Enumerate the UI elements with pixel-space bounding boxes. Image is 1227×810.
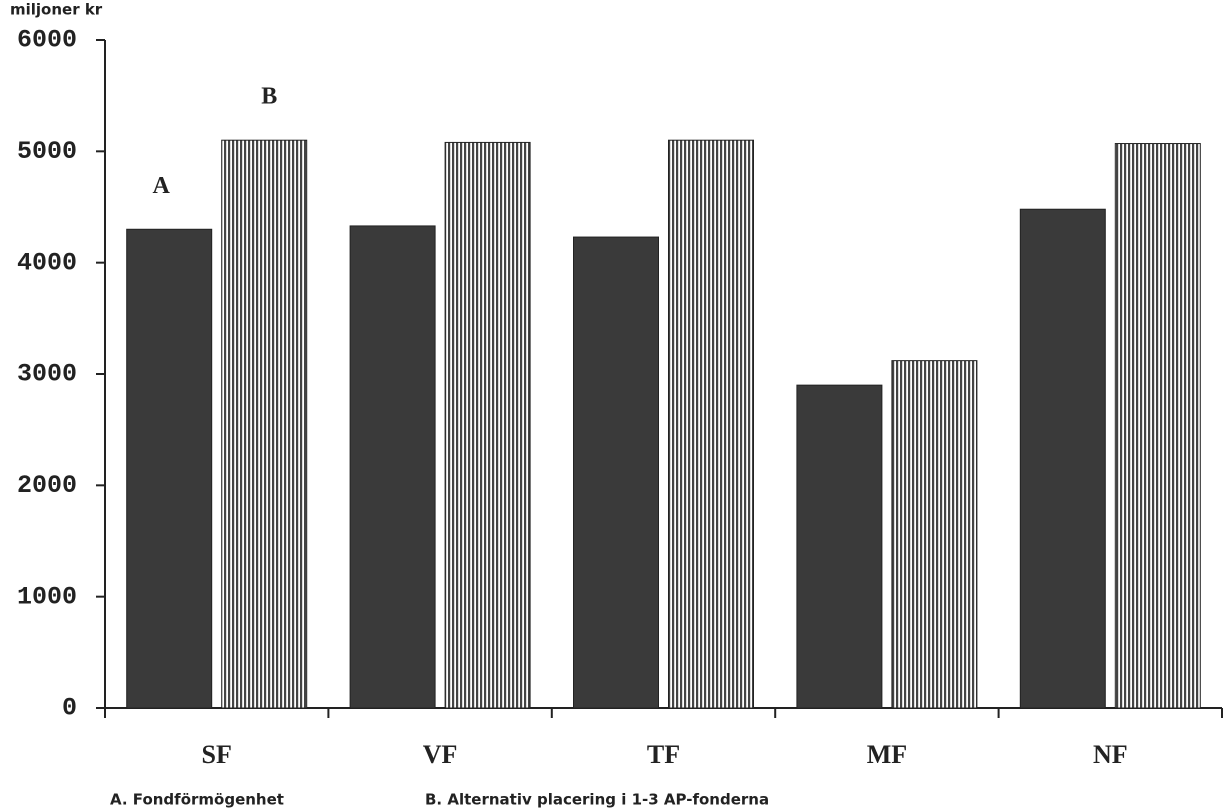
legend-entry: B. Alternativ placering i 1-3 AP-fondern… [425, 791, 769, 809]
y-tick-label: 4000 [17, 248, 77, 277]
bar [573, 236, 659, 709]
bar [349, 225, 436, 709]
series-marker: B [261, 84, 277, 110]
bar [1114, 143, 1201, 709]
x-tick-label: NF [1093, 740, 1128, 769]
y-tick-label: 3000 [17, 360, 77, 389]
legend-entry: A. Fondförmögenhet [110, 791, 284, 809]
y-tick-label: 1000 [17, 582, 77, 611]
y-tick-label: 2000 [17, 471, 77, 500]
bar [1019, 208, 1106, 709]
bar [444, 141, 531, 709]
bar [126, 228, 213, 709]
y-axis-label: miljoner kr [10, 1, 103, 19]
x-tick-label: VF [423, 740, 458, 769]
x-tick-label: MF [867, 740, 907, 769]
y-tick-label: 5000 [17, 137, 77, 166]
bar [796, 384, 883, 709]
x-tick-label: TF [647, 740, 680, 769]
series-marker: A [153, 173, 171, 199]
y-tick-label: 6000 [17, 26, 77, 55]
bar [668, 139, 754, 709]
bar [221, 139, 308, 709]
bar [891, 360, 978, 709]
y-tick-label: 0 [62, 694, 77, 723]
x-tick-label: SF [202, 740, 232, 769]
